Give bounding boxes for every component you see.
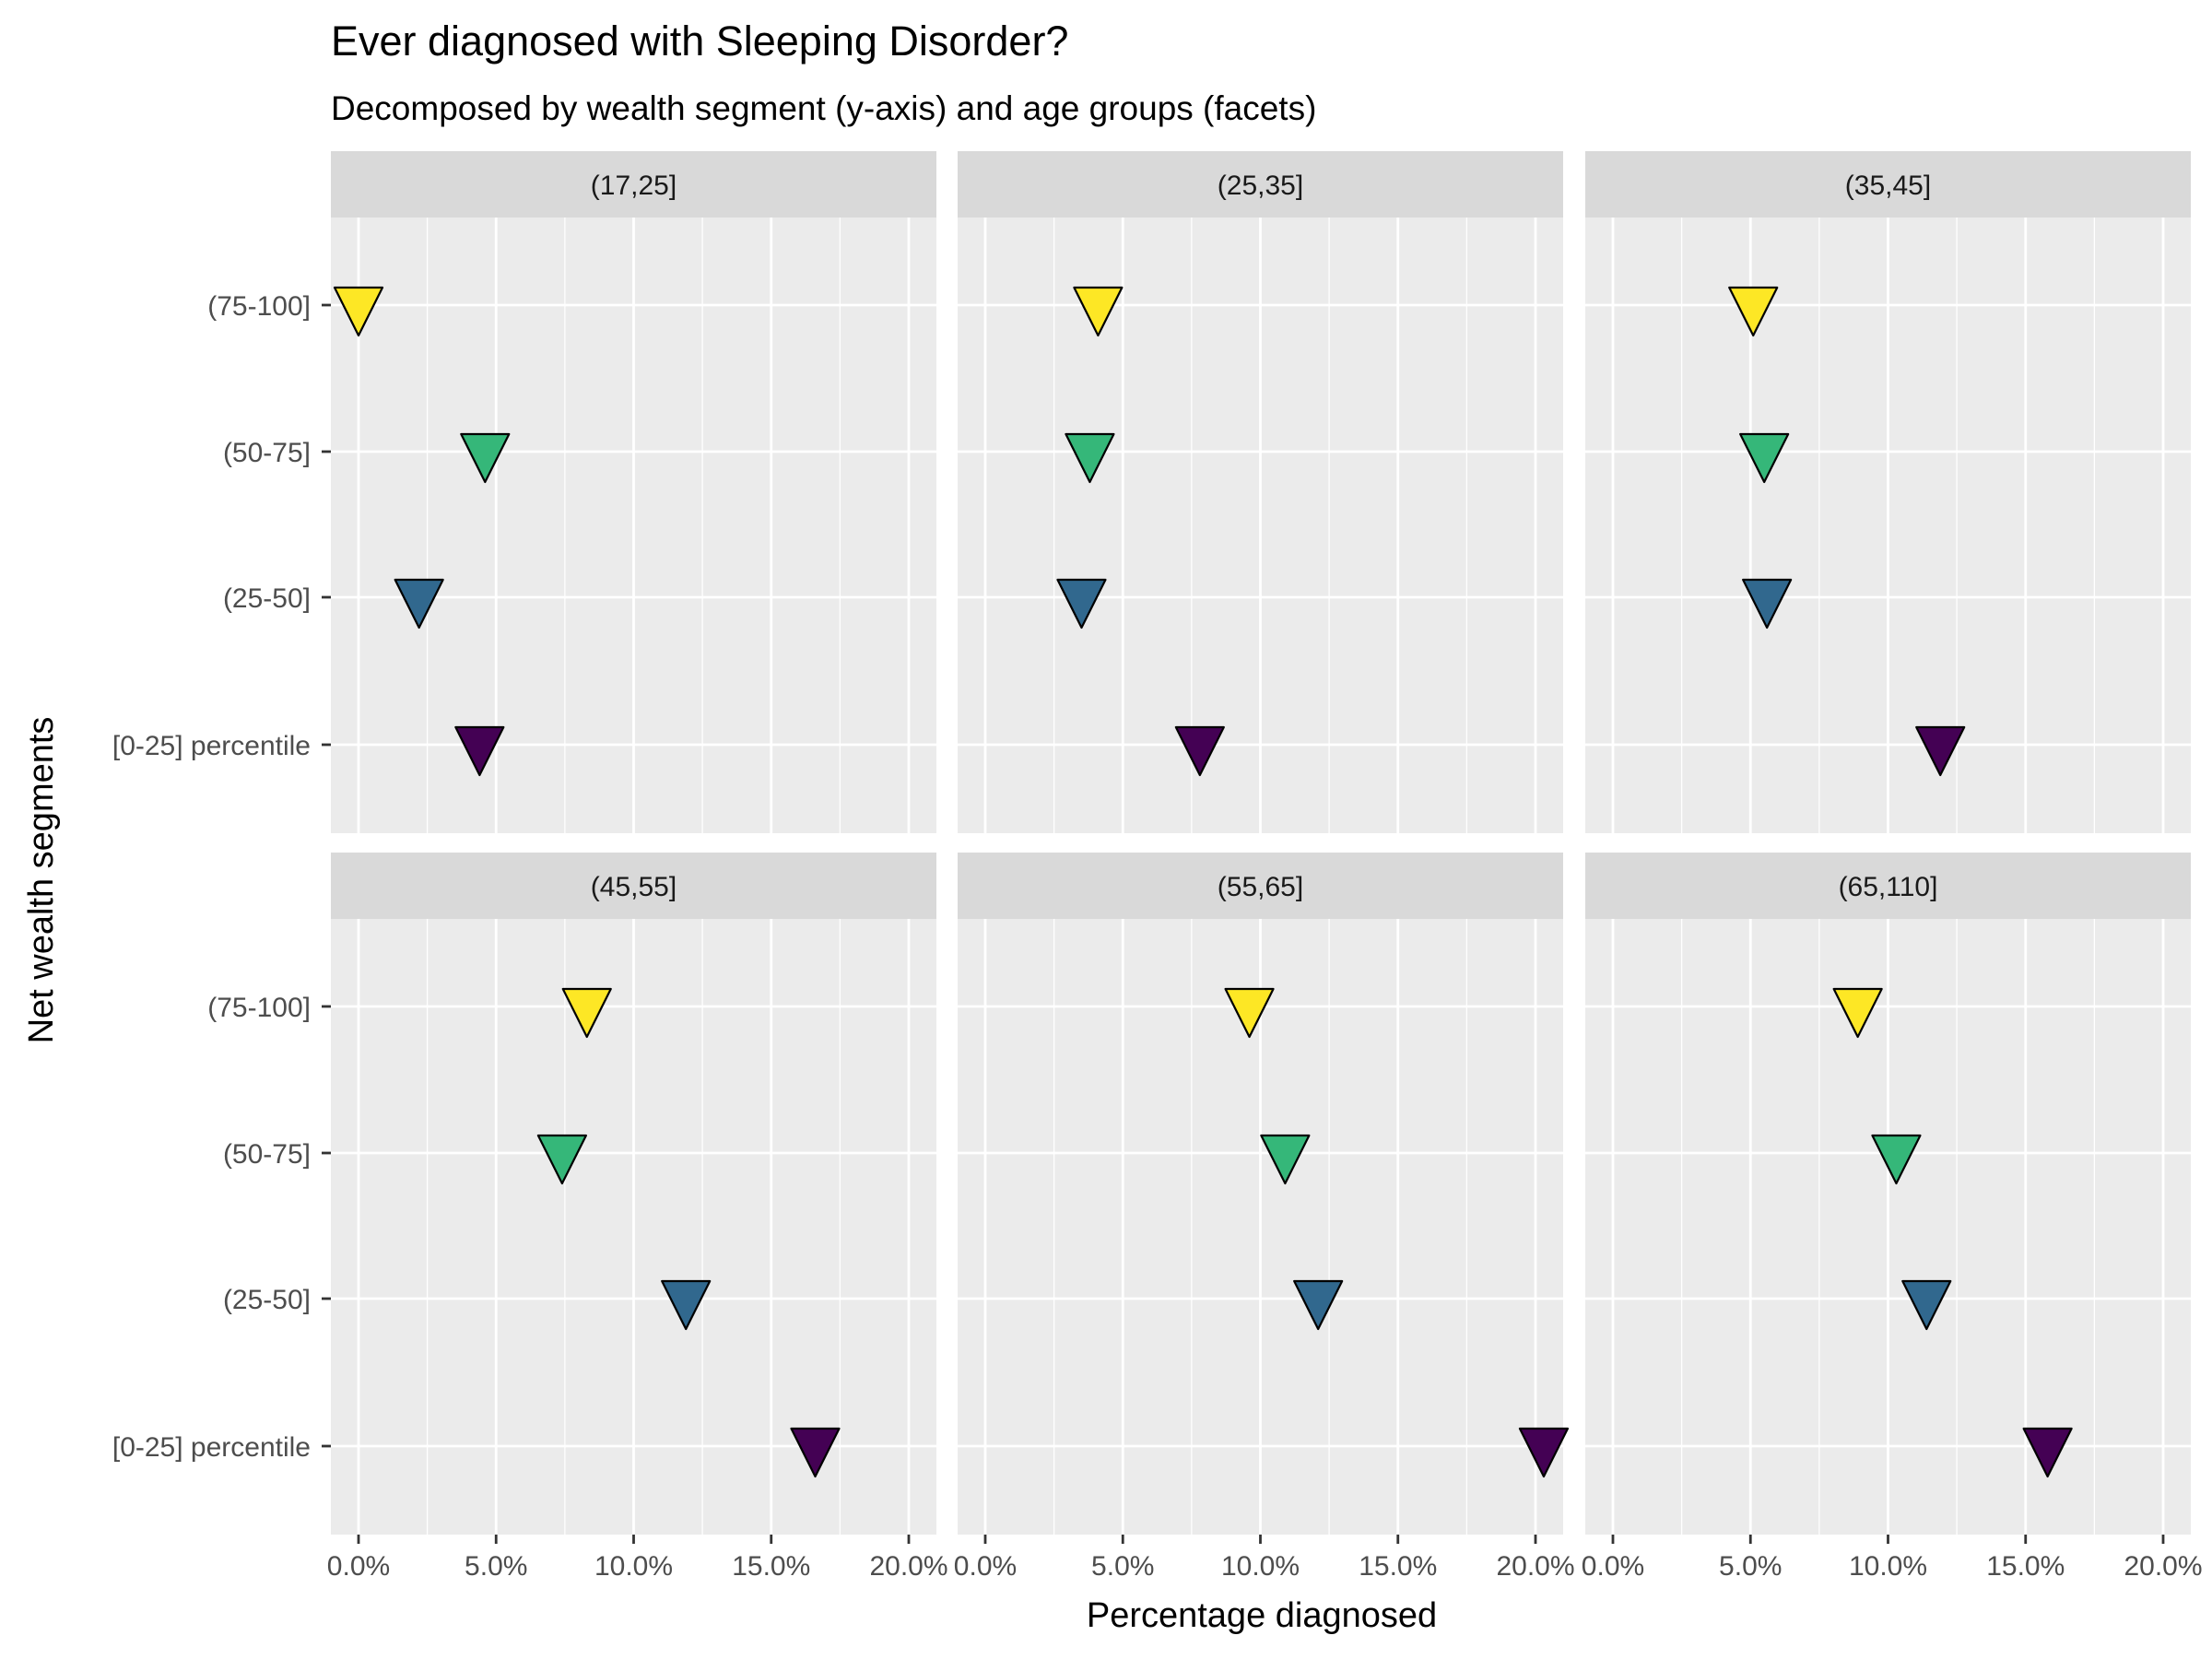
facet-strip [1585, 853, 2191, 919]
facet-strip [958, 853, 1563, 919]
facet-panel: (35,45] [1585, 151, 2191, 833]
facet-strip-label: (55,65] [1218, 872, 1303, 902]
chart-title: Ever diagnosed with Sleeping Disorder? [331, 18, 1068, 65]
data-point [1915, 725, 1966, 777]
data-point [1260, 1134, 1311, 1185]
y-tick-label: (75-100] [207, 993, 311, 1023]
x-tick-label: 0.0% [327, 1551, 390, 1582]
x-tick-label: 5.0% [1091, 1551, 1154, 1582]
facet-strip-label: (25,35] [1218, 171, 1303, 201]
x-tick-label: 5.0% [465, 1551, 527, 1582]
chart-subtitle: Decomposed by wealth segment (y-axis) an… [331, 89, 1316, 127]
data-point [1739, 432, 1790, 484]
x-tick-label: 15.0% [1359, 1551, 1437, 1582]
x-tick-label: 5.0% [1719, 1551, 1782, 1582]
facet-strip [1585, 151, 2191, 218]
x-tick-label: 10.0% [1221, 1551, 1300, 1582]
facet-strip-label: (65,110] [1839, 872, 1938, 902]
data-point [1728, 286, 1779, 337]
data-point [1065, 432, 1115, 484]
data-point [1293, 1279, 1344, 1331]
facet-panel: (25,35] [958, 151, 1563, 833]
x-tick-label: 20.0% [869, 1551, 947, 1582]
x-tick-label: 10.0% [594, 1551, 673, 1582]
y-tick-label: (75-100] [207, 291, 311, 322]
y-axis-title: Net wealth segments [22, 717, 61, 1044]
data-point [1174, 725, 1225, 777]
x-tick-label: 10.0% [1849, 1551, 1927, 1582]
x-axis-title: Percentage diagnosed [1087, 1596, 1437, 1635]
data-point [1832, 987, 1883, 1039]
data-point [1518, 1427, 1570, 1478]
y-tick-label: (50-75] [223, 438, 311, 468]
data-point [561, 987, 612, 1039]
data-point [661, 1279, 712, 1331]
data-point [1224, 987, 1275, 1039]
data-point [790, 1427, 841, 1478]
facet-panel: (55,65] 0.0% 5.0% 10.0% 15.0% 20.0% [954, 853, 1575, 1582]
y-tick-label: (25-50] [223, 583, 311, 614]
data-point [333, 286, 384, 337]
facet-panel: (45,55] [0-25] percentile (25-50] (50-75] (7… [112, 853, 948, 1582]
y-tick-label: (50-75] [223, 1139, 311, 1170]
data-point [1871, 1134, 1922, 1185]
data-point [1073, 286, 1124, 337]
facet-panels: (17,25] [0-25] percentile (25-50] (50-75] (7… [112, 151, 2203, 1582]
facet-strip-label: (17,25] [591, 171, 677, 201]
x-tick-label: 20.0% [2124, 1551, 2202, 1582]
x-tick-label: 20.0% [1496, 1551, 1574, 1582]
x-tick-label: 15.0% [1986, 1551, 2065, 1582]
data-point [2022, 1427, 2073, 1478]
facet-panel: (65,110] 0.0% 5.0% 10.0% 15.0% 20.0% [1582, 853, 2203, 1582]
data-point [536, 1134, 587, 1185]
x-tick-label: 0.0% [954, 1551, 1017, 1582]
data-point [460, 432, 511, 484]
x-tick-label: 0.0% [1582, 1551, 1644, 1582]
facet-strip-label: (35,45] [1845, 171, 1931, 201]
data-point [454, 725, 505, 777]
facet-strip [958, 151, 1563, 218]
y-tick-label: [0-25] percentile [112, 731, 311, 761]
x-tick-label: 15.0% [732, 1551, 810, 1582]
data-point [394, 578, 444, 629]
y-tick-label: (25-50] [223, 1285, 311, 1315]
facet-panel: (17,25] [0-25] percentile (25-50] (50-75] (7… [112, 151, 936, 833]
facet-strip-label: (45,55] [591, 872, 677, 902]
y-tick-label: [0-25] percentile [112, 1432, 311, 1463]
data-point [1901, 1279, 1952, 1331]
data-point [1742, 578, 1793, 629]
data-point [1056, 578, 1107, 629]
facet-strip [331, 853, 936, 919]
facet-strip [331, 151, 936, 218]
